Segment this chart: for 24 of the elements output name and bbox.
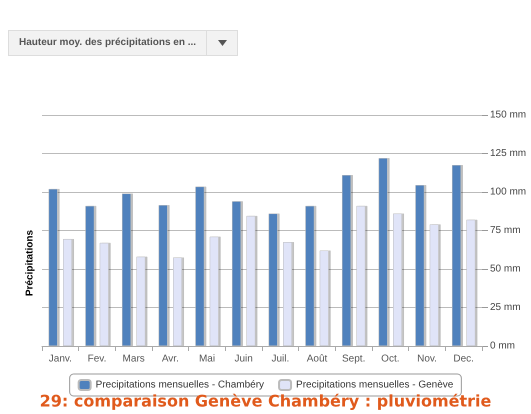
- y-tick-label: 25 mm: [490, 302, 521, 313]
- y-axis-title: Précipitations: [24, 230, 36, 296]
- x-tick-label: Mars: [122, 354, 145, 364]
- x-tick-label: Avr.: [162, 354, 179, 364]
- y-tick-label: 50 mm: [490, 264, 521, 274]
- x-tick-label: Oct.: [381, 354, 400, 364]
- y-tick-label: 150 mm: [490, 110, 526, 120]
- text: 29: comparaison Genève Chambéry : pluviométrie: [40, 392, 492, 410]
- legend-label: Precipitations mensuelles - Chambéry: [96, 380, 264, 390]
- x-tick-label: Janv.: [48, 354, 72, 364]
- legend-label: Precipitations mensuelles - Genève: [296, 380, 454, 390]
- y-tick-label: 100 mm: [490, 186, 526, 198]
- x-tick-label: Août: [306, 354, 328, 364]
- y-tick-label: 75 mm: [490, 225, 521, 236]
- y-tick-label: 125 mm: [490, 148, 526, 159]
- x-tick-label: Nov.: [417, 354, 437, 364]
- x-tick-label: Juin: [234, 354, 253, 364]
- x-tick-label: Fev.: [88, 354, 106, 364]
- x-tick-label: Juil.: [271, 354, 290, 364]
- x-tick-label: Dec.: [453, 354, 474, 364]
- x-tick-label: Sept.: [342, 354, 366, 364]
- y-tick-label: 0 mm: [490, 340, 515, 352]
- dropdown-field: Hauteur moy. des précipitations en ...: [8, 30, 238, 56]
- x-tick-label: Mai: [198, 354, 216, 364]
